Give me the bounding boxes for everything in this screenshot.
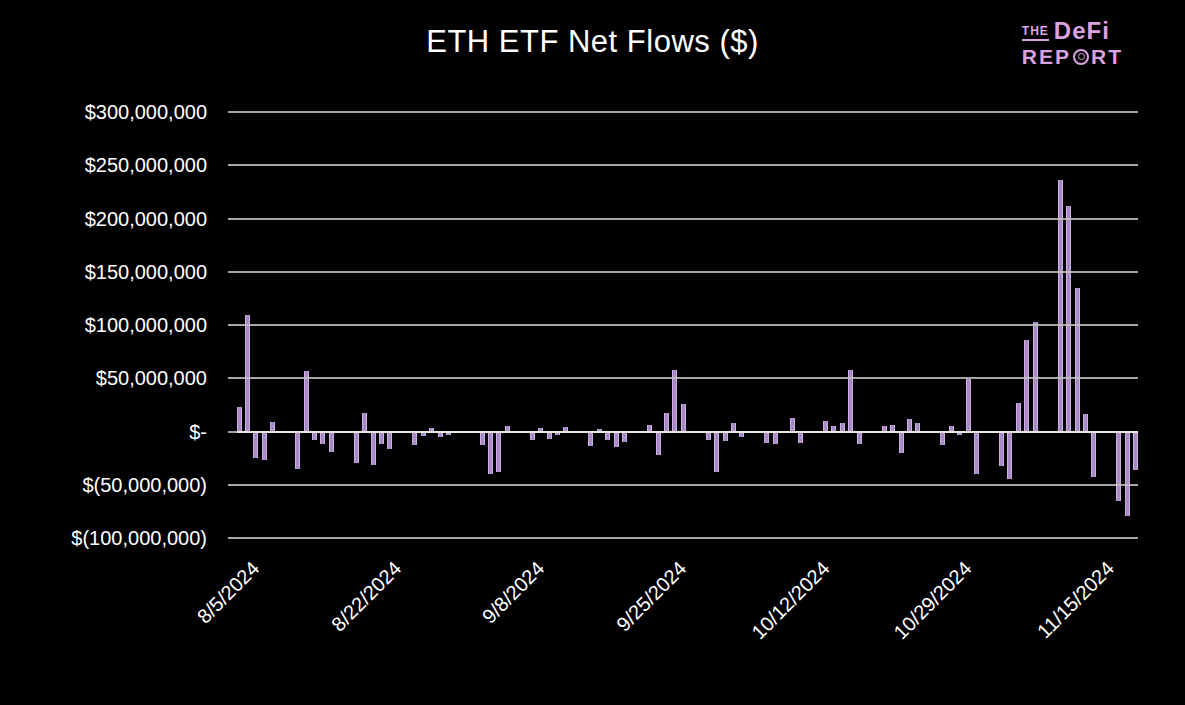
bar xyxy=(496,432,501,472)
plot-area: $300,000,000 $250,000,000 $200,000,000 $150… xyxy=(0,0,1185,705)
zero-axis-line xyxy=(237,431,1138,433)
bar xyxy=(681,404,686,432)
bar xyxy=(899,432,904,453)
bar xyxy=(329,432,334,452)
bar xyxy=(1066,206,1071,432)
chart-canvas: ETH ETF Net Flows ($) THE DeFi REP RT $3… xyxy=(0,0,1185,705)
y-axis-label: $200,000,000 xyxy=(0,207,207,231)
y-axis-label: $300,000,000 xyxy=(0,100,207,124)
bar xyxy=(656,432,661,455)
bar xyxy=(362,413,367,431)
x-axis-label: 9/8/2024 xyxy=(478,557,549,628)
bar xyxy=(706,432,711,441)
y-axis-label: $(100,000,000) xyxy=(0,526,207,550)
gridline xyxy=(237,324,1138,326)
bar xyxy=(1024,340,1029,432)
bar xyxy=(387,432,392,449)
y-axis-label: $100,000,000 xyxy=(0,313,207,337)
bar xyxy=(320,432,325,445)
y-axis-label: $250,000,000 xyxy=(0,153,207,177)
y-axis-tick xyxy=(228,484,237,486)
y-axis-label: $(50,000,000) xyxy=(0,473,207,497)
bar xyxy=(262,432,267,461)
bar xyxy=(974,432,979,475)
bar xyxy=(237,407,242,431)
bar xyxy=(798,432,803,444)
bar xyxy=(723,432,728,442)
bar xyxy=(253,432,258,459)
bar xyxy=(304,371,309,432)
gridline xyxy=(237,484,1138,486)
bar xyxy=(379,432,384,445)
y-axis-tick xyxy=(228,377,237,379)
y-axis-label: $- xyxy=(0,420,207,444)
bar xyxy=(940,432,945,446)
bar xyxy=(1091,432,1096,478)
bar xyxy=(622,432,627,443)
gridline xyxy=(237,218,1138,220)
bar xyxy=(412,432,417,446)
bar xyxy=(1116,432,1121,501)
bar xyxy=(605,432,610,441)
bar xyxy=(1075,288,1080,432)
gridline xyxy=(237,271,1138,273)
bar xyxy=(614,432,619,448)
bar xyxy=(664,413,669,431)
x-axis-label: 9/25/2024 xyxy=(612,557,691,636)
bar xyxy=(966,379,971,431)
bar xyxy=(547,432,552,439)
bar xyxy=(312,432,317,441)
bar xyxy=(488,432,493,475)
bar xyxy=(857,432,862,445)
bar xyxy=(790,418,795,432)
x-axis-label: 10/29/2024 xyxy=(890,557,977,644)
bar xyxy=(764,432,769,444)
y-axis-tick xyxy=(228,218,237,220)
y-axis-tick xyxy=(228,164,237,166)
x-axis-label: 11/15/2024 xyxy=(1033,557,1119,643)
bar xyxy=(530,432,535,441)
bar xyxy=(1083,414,1088,431)
y-axis-tick xyxy=(228,537,237,539)
bar xyxy=(371,432,376,465)
gridline xyxy=(237,377,1138,379)
y-axis-tick xyxy=(228,271,237,273)
bar xyxy=(588,432,593,447)
bar xyxy=(1133,432,1138,470)
bar xyxy=(773,432,778,445)
y-axis-label: $150,000,000 xyxy=(0,260,207,284)
y-axis-tick xyxy=(228,111,237,113)
bar xyxy=(295,432,300,469)
bar xyxy=(999,432,1004,466)
bar xyxy=(1125,432,1130,516)
x-axis-label: 8/22/2024 xyxy=(328,557,407,636)
bar xyxy=(1007,432,1012,480)
gridline xyxy=(237,537,1138,539)
gridline xyxy=(237,111,1138,113)
bar xyxy=(1016,403,1021,432)
x-axis-label: 8/5/2024 xyxy=(193,557,264,628)
x-axis-label: 10/12/2024 xyxy=(747,557,834,644)
gridline xyxy=(237,164,1138,166)
y-axis-tick xyxy=(228,431,237,433)
bar xyxy=(714,432,719,472)
y-axis-tick xyxy=(228,324,237,326)
bar xyxy=(354,432,359,464)
bar xyxy=(245,315,250,431)
y-axis-label: $50,000,000 xyxy=(0,366,207,390)
bar xyxy=(480,432,485,446)
